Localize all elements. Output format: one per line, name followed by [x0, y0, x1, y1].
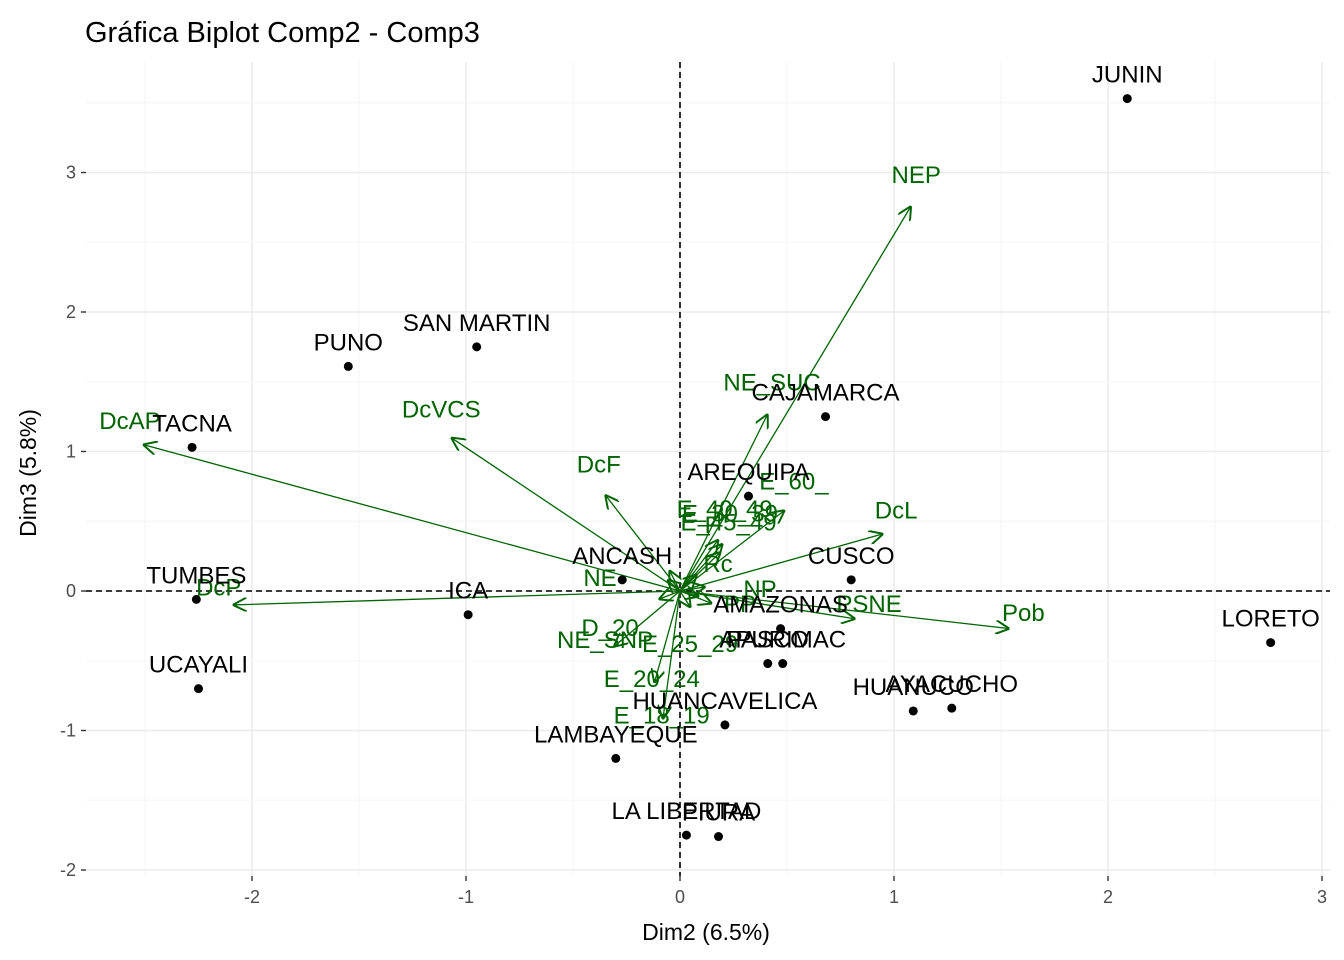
data-point	[1122, 94, 1132, 104]
data-point	[947, 703, 957, 713]
data-point	[611, 753, 621, 763]
variable-label: E_60_	[759, 468, 829, 495]
variable-arrow	[679, 574, 697, 592]
variable-arrow	[654, 590, 681, 683]
variable-label: NP	[743, 576, 776, 603]
data-point-label: LORETO	[1222, 606, 1320, 633]
x-tick-label: 2	[1103, 887, 1113, 907]
variable-label: NE	[583, 565, 616, 592]
variable-label: PSNE	[836, 591, 901, 618]
variable-label: DcF	[577, 451, 621, 478]
data-point-label: APURIMAC	[719, 627, 846, 654]
variable-label: NEP	[892, 162, 941, 189]
x-tick-label: -2	[244, 887, 260, 907]
variable-label: E_20_24	[604, 666, 700, 693]
y-tick-label: 2	[66, 302, 76, 322]
variable-arrow	[143, 445, 681, 592]
data-point	[720, 720, 730, 730]
data-point-label: AMAZONAS	[713, 592, 848, 619]
variable-arrow	[679, 534, 883, 592]
variable-arrow	[605, 495, 681, 592]
variable-label: Rc	[703, 551, 732, 578]
data-point	[194, 684, 203, 694]
data-point-label: CAJAMARCA	[752, 380, 900, 407]
data-point	[846, 575, 856, 585]
variable-label: NE_SNP	[557, 627, 653, 654]
x-tick-label: -1	[458, 887, 474, 907]
data-point-label: ANCASH	[572, 543, 672, 570]
variable-label: Pob	[1002, 600, 1045, 627]
variable-label: DcL	[875, 497, 918, 524]
data-point	[776, 624, 786, 634]
data-point	[908, 706, 918, 716]
data-point	[191, 594, 201, 604]
variable-arrow	[679, 414, 768, 592]
variable-arrow	[663, 590, 681, 719]
variable-label: E_25_29	[642, 631, 738, 658]
data-point-label: PIURA	[682, 800, 755, 827]
y-tick-label: 1	[66, 442, 76, 462]
variable-label: F	[705, 512, 720, 539]
data-point-label: ICA	[448, 578, 488, 605]
variable-label: E_18_19	[614, 702, 710, 729]
variable-arrow	[659, 591, 681, 599]
data-point-label: TUMBES	[146, 562, 246, 589]
variable-label: E_40_49	[677, 496, 773, 523]
x-tick-label: 1	[889, 887, 899, 907]
data-point	[463, 610, 473, 620]
variable-label: DcAP	[99, 408, 160, 435]
data-point	[763, 659, 773, 669]
variable-label: DcVCS	[402, 397, 481, 424]
y-tick-label: -2	[60, 860, 76, 880]
data-point-label: UCAYALI	[149, 652, 248, 679]
variable-label: DcP	[196, 575, 241, 602]
data-point-label: AYACUCHO	[886, 671, 1018, 698]
x-tick-label: 0	[675, 887, 685, 907]
chart-title: Gráfica Biplot Comp2 - Comp3	[85, 17, 480, 49]
data-point	[714, 832, 724, 842]
y-tick-label: 3	[66, 163, 76, 183]
data-point	[1266, 638, 1276, 648]
data-point	[821, 412, 831, 422]
data-point-label: TACNA	[152, 410, 232, 437]
variable-label: NE_SUC	[723, 370, 820, 397]
reference-lines	[86, 62, 1330, 876]
data-point-label: JUNIN	[1092, 62, 1163, 89]
data-point	[187, 442, 197, 452]
variable-label: E_30_39	[682, 501, 778, 528]
data-point-label: LAMBAYEQUE	[534, 721, 698, 748]
variable-arrow	[233, 590, 681, 605]
observation-points: JUNIN SAN MARTIN PUNO TACNA CAJAMARCA AREQUIP…	[146, 62, 1320, 842]
variable-arrow	[679, 591, 699, 597]
data-point-label: HUANCAVELICA	[632, 688, 817, 715]
data-point-label: HUANUCO	[853, 674, 974, 701]
y-axis-title: Dim3 (5.8%)	[15, 409, 41, 537]
data-point-label: SAN MARTIN	[403, 310, 551, 337]
data-point-label: LA LIBERTAD	[611, 798, 761, 825]
data-point	[778, 659, 788, 669]
x-tick-label: 3	[1317, 887, 1327, 907]
variable-arrow	[667, 580, 680, 591]
axis-ticks: -2 -1 0 1 2 3 -2 -1 0 1 2 3	[60, 163, 1327, 908]
data-point-label: AREQUIPA	[687, 459, 809, 486]
y-tick-label: 0	[66, 581, 76, 601]
variable-label: D_20	[581, 615, 638, 642]
data-point-label: CUSCO	[808, 543, 895, 570]
data-point-label: PASCO	[727, 627, 809, 654]
data-point	[617, 575, 627, 585]
x-axis-title: Dim2 (6.5%)	[642, 919, 770, 945]
data-point	[343, 361, 353, 371]
data-point	[681, 830, 691, 840]
variable-label: PP	[724, 591, 756, 618]
variable-label: E_45_49	[680, 509, 776, 536]
variable-vectors: NEP NE_SUC DcVCS DcAP DcF E_60_ DcL E_40_49E_30…	[99, 162, 1044, 729]
variable-arrow	[679, 206, 911, 592]
y-tick-label: -1	[60, 721, 76, 741]
data-point	[743, 491, 753, 501]
variable-arrow	[451, 438, 681, 592]
data-point-label: PUNO	[314, 329, 383, 356]
data-point	[472, 342, 482, 352]
